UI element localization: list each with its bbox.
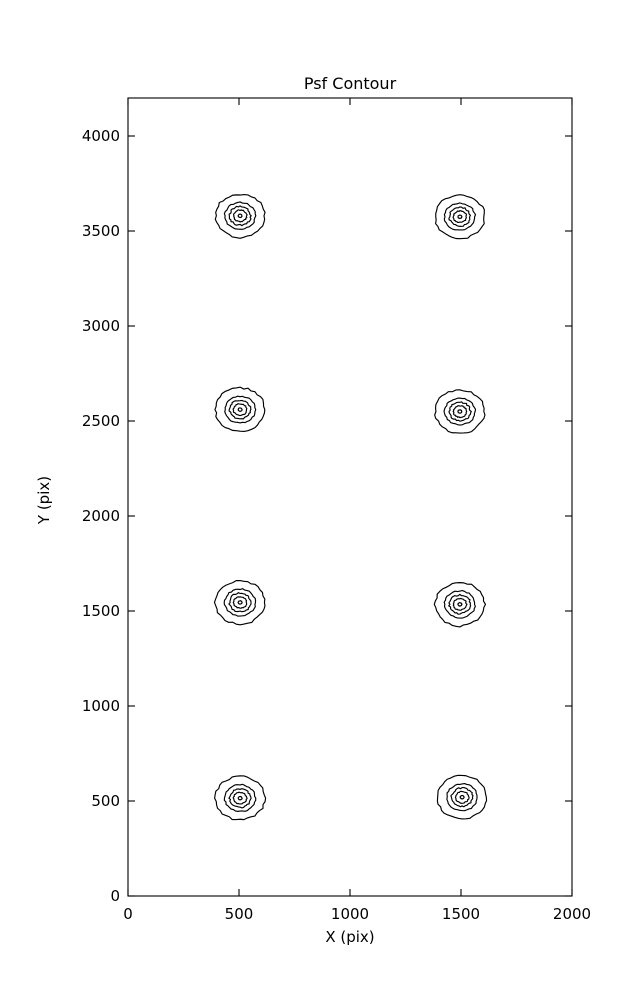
contour-level-1 <box>433 582 487 628</box>
contour-level-4 <box>452 405 468 419</box>
psf-contour-source <box>213 580 266 626</box>
contour-level-3 <box>448 206 471 227</box>
chart-title: Psf Contour <box>304 74 397 93</box>
contour-level-1 <box>214 386 266 432</box>
contour-level-3 <box>228 399 252 420</box>
y-tick-label: 1500 <box>82 602 120 620</box>
contour-level-1 <box>436 774 488 820</box>
x-tick-label: 2000 <box>553 905 591 923</box>
contour-level-2 <box>223 201 257 230</box>
y-axis-label: Y (pix) <box>35 476 53 525</box>
y-tick-label: 3000 <box>82 317 120 335</box>
contour-level-2 <box>223 783 257 812</box>
psf-contour-source <box>435 194 485 240</box>
contour-level-3 <box>228 205 252 227</box>
y-tick-label: 2500 <box>82 412 120 430</box>
psf-contour-source <box>214 193 266 239</box>
contour-level-4 <box>452 210 468 223</box>
contour-level-5 <box>237 213 243 219</box>
y-tick-labels: 0 500 1000 1500 2000 2500 3000 3500 4000 <box>82 127 120 905</box>
contour-level-1 <box>435 194 485 240</box>
contour-level-5 <box>459 794 465 800</box>
x-tick-label: 1000 <box>331 905 369 923</box>
contour-level-2 <box>224 395 257 424</box>
x-tick-marks <box>127 98 573 896</box>
y-tick-label: 3500 <box>82 222 120 240</box>
x-tick-label: 500 <box>225 905 254 923</box>
contour-level-3 <box>228 788 252 809</box>
contour-level-2 <box>443 589 476 619</box>
x-axis-label: X (pix) <box>325 928 374 946</box>
contour-layer <box>213 193 488 821</box>
psf-contour-source <box>434 389 486 434</box>
contour-level-4 <box>232 209 248 223</box>
y-tick-label: 0 <box>110 887 120 905</box>
contour-level-4 <box>232 403 248 417</box>
contour-level-5 <box>457 214 463 220</box>
contour-level-2 <box>443 397 477 426</box>
contour-level-3 <box>450 786 474 808</box>
psf-contour-source <box>436 774 488 820</box>
contour-level-2 <box>443 202 477 231</box>
x-tick-label: 1500 <box>442 905 480 923</box>
contour-level-1 <box>434 389 486 434</box>
contour-level-1 <box>213 580 266 626</box>
contour-level-3 <box>448 401 472 422</box>
contour-level-4 <box>232 596 248 609</box>
y-tick-label: 1000 <box>82 697 120 715</box>
contour-level-3 <box>228 592 252 613</box>
contour-level-1 <box>214 775 267 821</box>
contour-level-5 <box>237 407 243 412</box>
contour-level-5 <box>457 409 463 414</box>
contour-level-2 <box>223 588 257 617</box>
contour-level-2 <box>446 782 478 812</box>
contour-level-5 <box>457 602 463 607</box>
contour-level-5 <box>237 600 243 605</box>
psf-contour-source <box>214 386 266 432</box>
contour-level-1 <box>214 193 266 239</box>
contour-level-5 <box>237 795 243 801</box>
y-tick-label: 500 <box>91 792 120 810</box>
x-tick-labels: 0 500 1000 1500 2000 <box>123 905 591 923</box>
contour-level-3 <box>448 593 472 615</box>
contour-level-4 <box>454 790 470 804</box>
x-tick-label: 0 <box>123 905 133 923</box>
y-tick-label: 4000 <box>82 127 120 145</box>
contour-level-4 <box>232 791 248 805</box>
y-tick-label: 2000 <box>82 507 120 525</box>
y-tick-marks <box>128 135 572 897</box>
psf-contour-source <box>214 775 267 821</box>
psf-contour-source <box>433 582 487 628</box>
contour-level-4 <box>452 597 468 611</box>
